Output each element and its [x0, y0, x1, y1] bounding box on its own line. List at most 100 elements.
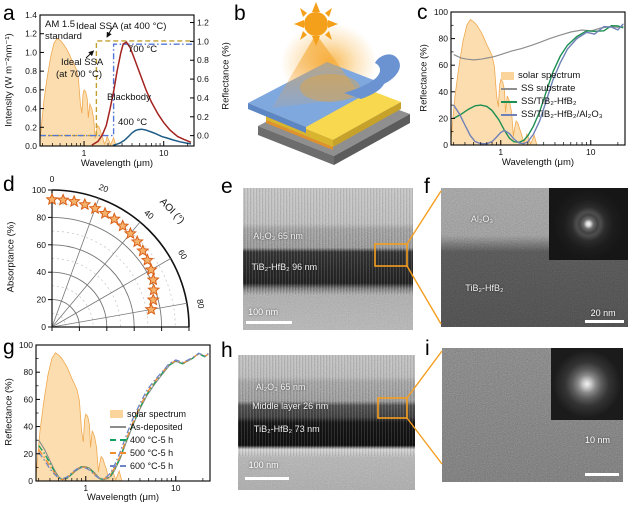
scalebar	[584, 472, 620, 476]
data-point-star	[140, 253, 154, 266]
data-point-star	[56, 193, 70, 206]
annotation: Blackbody	[107, 92, 151, 103]
svg-text:0.2: 0.2	[25, 122, 37, 132]
data-point-star	[78, 197, 92, 211]
legend-item: As-deposited	[110, 420, 186, 433]
fft-inset	[550, 348, 623, 421]
legend-item: 500 °C-5 h	[110, 446, 186, 459]
layer-label-tib2-hfb2: TiB₂-HfB₂ 73 nm	[253, 423, 320, 434]
svg-text:0.0: 0.0	[25, 141, 37, 151]
layer-label-tib2-hfb2: TiB₂-HfB₂ 96 nm	[251, 261, 318, 272]
annotation: Ideal SSA	[61, 57, 104, 68]
svg-text:0.6: 0.6	[197, 74, 209, 84]
chart-c-xlabel: Wavelength (μm)	[501, 157, 575, 168]
tem-image-e: Al₂O₃ 65 nm TiB₂-HfB₂ 96 nm 100 nm	[243, 188, 413, 330]
layer-label-tib2-hfb2: TiB₂-HfB₂	[465, 282, 504, 293]
annotation: (at 700 °C)	[56, 69, 103, 80]
panel-letter-h: h	[221, 339, 233, 362]
layer-label-al2o3: Al₂O₃	[470, 214, 494, 225]
chart-d-theta-label: AOI (°)	[157, 196, 186, 226]
svg-text:20: 20	[37, 295, 47, 305]
scalebar-label: 100 nm	[248, 307, 279, 318]
svg-text:1: 1	[498, 147, 503, 157]
panel-e: e Al₂O₃ 65 nm TiB₂-HfB₂ 96 nm 100 nm	[215, 172, 420, 335]
svg-text:0.6: 0.6	[25, 85, 37, 95]
columnar-texture	[243, 188, 413, 295]
series-ss-tib-hfb-al-o-	[453, 23, 624, 145]
scalebar	[584, 320, 625, 324]
chart-a-xlabel: Wavelength (μm)	[80, 158, 154, 169]
tem-image-i: 10 nm	[442, 348, 623, 482]
scalebar	[245, 476, 290, 480]
data-point-star	[107, 212, 121, 225]
legend-item: SS/TiB₂-HfB₂	[501, 95, 603, 108]
svg-text:40: 40	[439, 87, 449, 97]
svg-text:0.2: 0.2	[197, 112, 209, 122]
tem-image-f: Al₂O₃ TiB₂-HfB₂ 20 nm	[441, 188, 628, 327]
panel-c: c 1 10 0 20 40 60 80 100 Reflectance (%) Wavele…	[415, 0, 630, 172]
data-point-star	[123, 226, 137, 240]
annotation: 700 °C	[128, 44, 158, 55]
panel-letter-b: b	[234, 2, 246, 25]
svg-text:40: 40	[37, 267, 47, 277]
chart-d-canvas: 0 20 40 60 80 100 0 20 40 60 80 AOI (°)	[32, 174, 207, 332]
panel-g: g 1 10 0 20 40 60 80 100 Reflectance (%) Wavele…	[0, 335, 215, 512]
legend: solar spectrum As-deposited 400 °C-5 h 500 …	[110, 407, 186, 472]
data-point-star	[116, 219, 130, 232]
svg-text:80: 80	[195, 298, 207, 309]
svg-text:0.4: 0.4	[25, 104, 37, 114]
series-blackbody-700-c	[91, 41, 192, 146]
svg-text:80: 80	[37, 212, 47, 222]
sun-icon	[294, 2, 338, 46]
fft-inset	[549, 188, 628, 261]
data-point-star	[147, 283, 161, 296]
peeled-corner	[344, 54, 400, 99]
svg-text:0.8: 0.8	[25, 66, 37, 76]
data-point-star	[88, 201, 102, 215]
panel-letter-f: f	[424, 175, 430, 198]
series-ideal-ssa-at-400-c-	[40, 43, 194, 137]
svg-text:80: 80	[24, 367, 34, 377]
svg-text:10: 10	[171, 483, 181, 493]
svg-text:100: 100	[32, 185, 46, 195]
svg-text:20: 20	[24, 449, 34, 459]
layer-label-al2o3: Al₂O₃ 65 nm	[253, 230, 303, 241]
panel-d: d 0 20 40 60 80 100 0 20 40 60 80 AOI (°) Absorptan…	[0, 172, 215, 335]
panel-letter-d: d	[3, 173, 15, 196]
data-point-star	[45, 192, 59, 206]
scalebar-label: 100 nm	[248, 460, 279, 471]
scalebar-label: 20 nm	[590, 307, 616, 318]
panel-b: b	[232, 0, 415, 172]
series-ss-substrate	[453, 25, 624, 61]
annotation: Ideal SSA (at 400 °C)	[76, 21, 167, 32]
layer-label-al2o3: Al₂O₃ 65 nm	[255, 382, 306, 392]
chart-a-canvas: 1 10 0.0 0.2 0.4 0.6 0.8 1.0 1.2 1.4 0.0 0.2 0.4 0.6 0…	[25, 10, 209, 158]
panel-letter-c: c	[417, 1, 428, 24]
svg-text:20: 20	[97, 182, 110, 195]
series-blackbody-400-c	[112, 128, 192, 147]
absorber-illustration	[248, 2, 410, 165]
series-am-1-5-standard	[39, 37, 117, 147]
svg-text:1.0: 1.0	[197, 36, 209, 46]
scalebar	[246, 321, 293, 325]
sunlight-beam	[272, 34, 362, 108]
svg-text:1: 1	[82, 148, 87, 158]
svg-text:60: 60	[37, 240, 47, 250]
layer-label-middle: Middle layer 26 nm	[252, 400, 329, 411]
svg-text:40: 40	[24, 422, 34, 432]
annotation: 400 °C	[118, 117, 148, 128]
annotation-arrow	[106, 27, 113, 38]
data-point-star	[144, 302, 158, 316]
chart-c-ylabel: Reflectance (%)	[418, 44, 430, 112]
data-point-star	[146, 292, 160, 306]
data-point-star	[130, 234, 144, 248]
chart-g-xlabel: Wavelength (μm)	[86, 492, 160, 503]
legend-item: SS/TiB₂-HfB₂/Al₂O₃	[501, 108, 603, 121]
svg-text:0.0: 0.0	[197, 131, 209, 141]
legend-item: SS substrate	[501, 82, 603, 95]
legend-item: 400 °C-5 h	[110, 433, 186, 446]
svg-text:1.2: 1.2	[25, 29, 37, 39]
scalebar-label: 10 nm	[584, 435, 610, 446]
